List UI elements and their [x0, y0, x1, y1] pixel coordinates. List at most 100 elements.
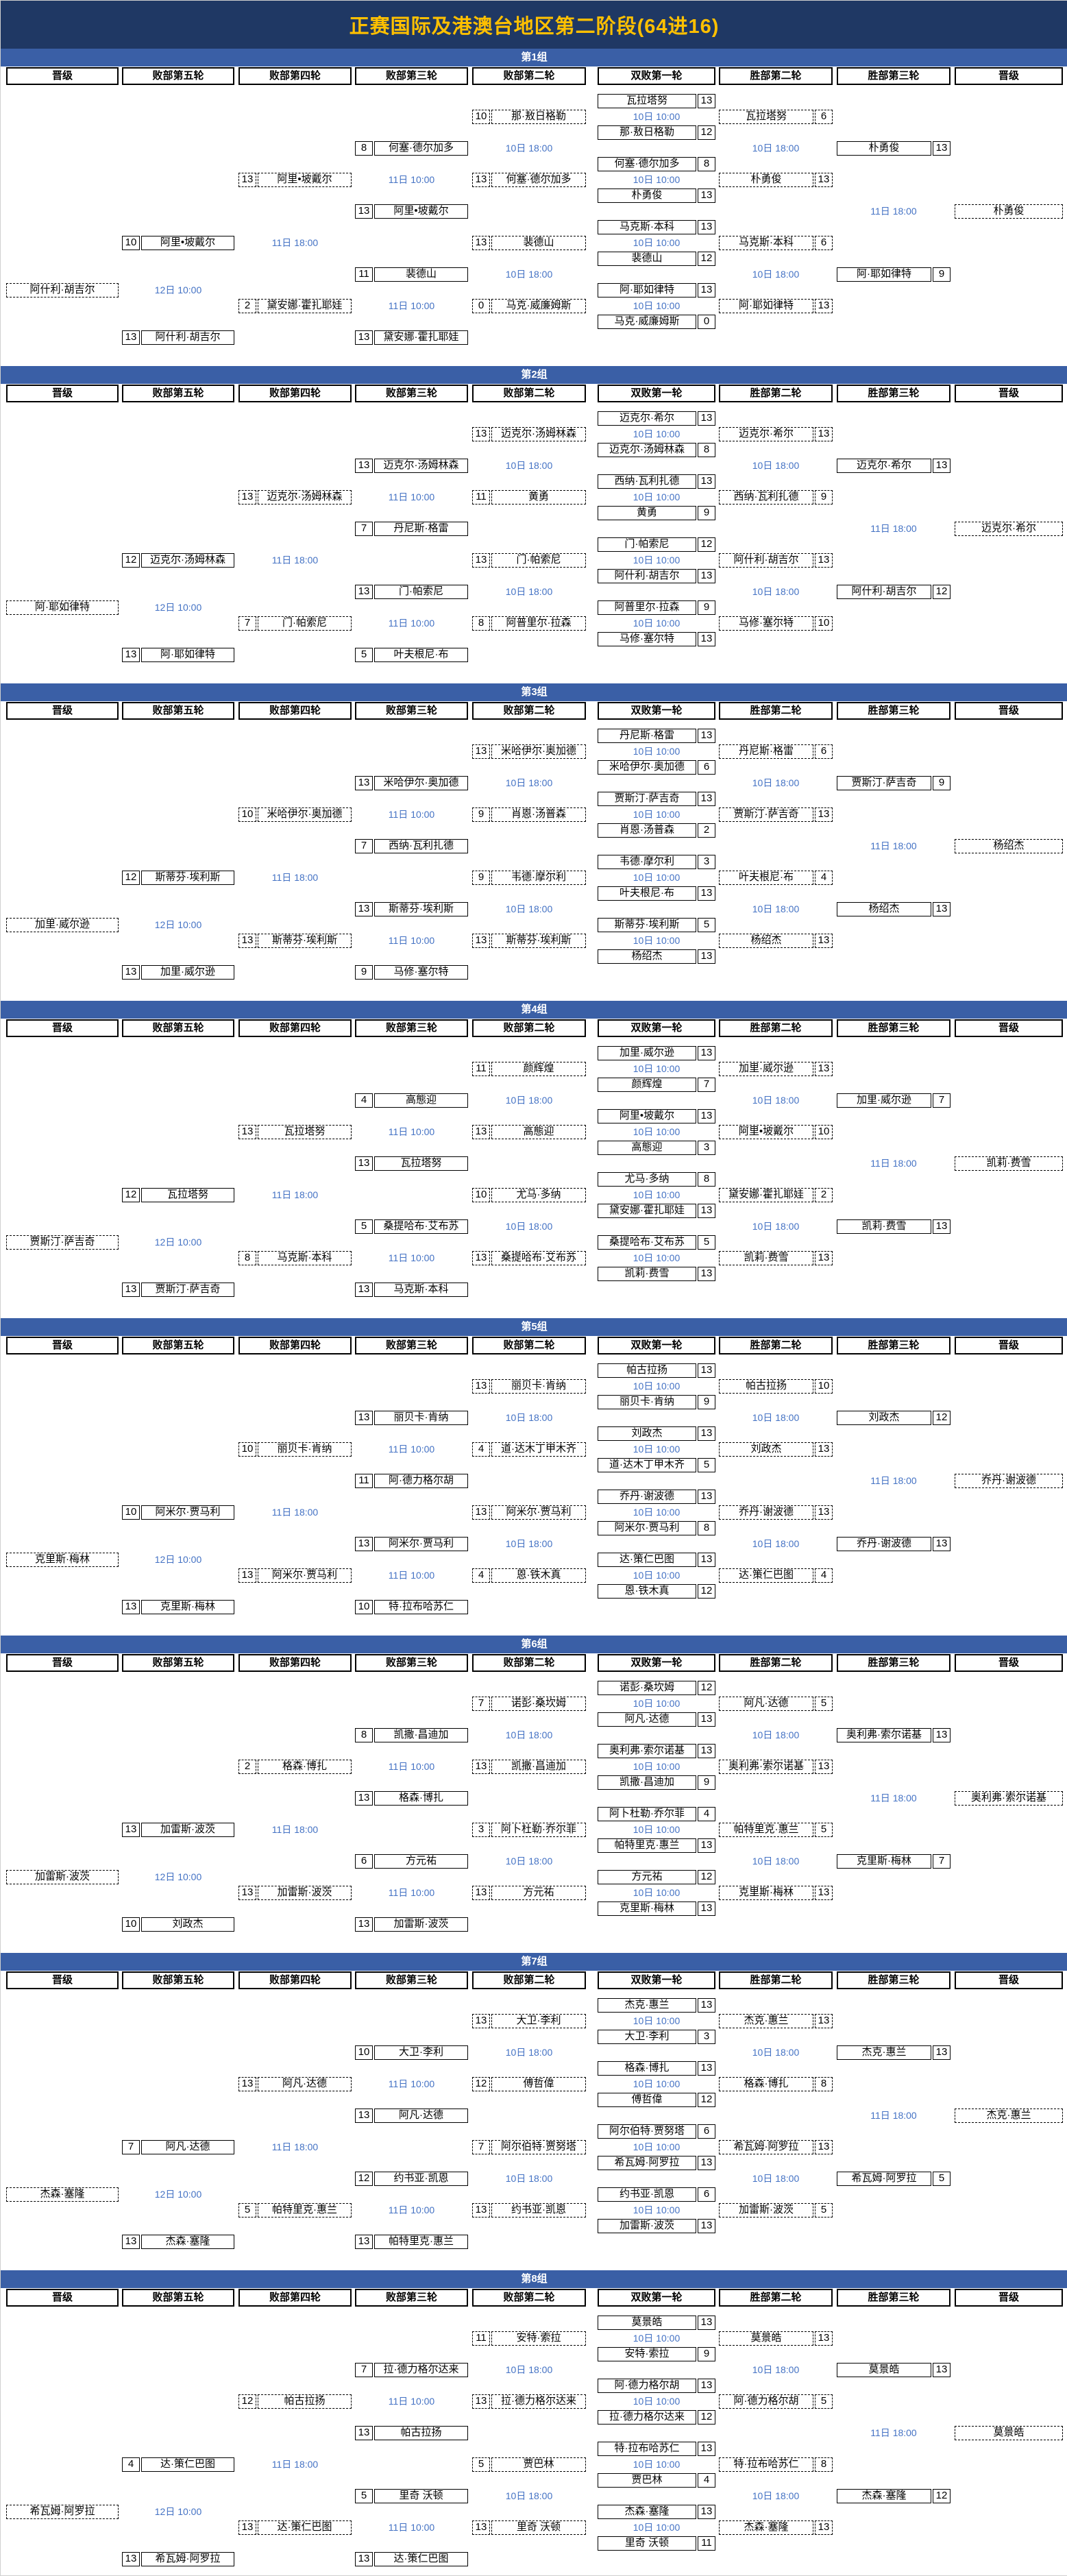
player-name-cell: 杨绍杰: [598, 949, 696, 964]
column-header: 败部第三轮: [355, 385, 468, 402]
column-header: 胜部第三轮: [837, 385, 951, 402]
player-name-cell: 贾巴林: [491, 2457, 586, 2472]
player-name-cell: 阿里•坡戴尔: [374, 204, 468, 219]
score-cell: 4: [698, 2473, 715, 2488]
score-cell: 13: [815, 1062, 833, 1076]
player-name-cell: 贾斯汀·萨吉奇: [598, 792, 696, 806]
score-cell: 5: [815, 1697, 833, 1711]
score-cell: 10: [815, 1379, 833, 1394]
score-cell: 12: [698, 1584, 715, 1599]
score-cell: 13: [472, 934, 490, 948]
player-name-cell: 里奇 沃顿: [598, 2536, 696, 2551]
match-time: 10日 10:00: [633, 746, 680, 757]
player-name-cell: 刘政杰: [598, 1426, 696, 1441]
score-cell: 13: [698, 1553, 715, 1567]
player-name-cell: 加雷斯·波茨: [258, 1886, 352, 1900]
column-header: 晋级: [955, 1971, 1063, 1989]
player-box: 5 桑提哈布·艾布苏: [355, 1219, 468, 1234]
match-time: 10日 18:00: [505, 1221, 553, 1232]
player-name-cell: 阿凡·达德: [374, 2109, 468, 2123]
player-name-cell: 奥利弗·索尔诺基: [955, 1791, 1063, 1806]
player-box: 叶夫根尼·布 4: [719, 871, 833, 885]
match-time: 10日 10:00: [633, 555, 680, 566]
player-name-cell: 颜辉煌: [491, 1062, 586, 1076]
player-name-cell: 加里·威尔逊: [141, 965, 234, 980]
player-box: 阿凡·达德 5: [719, 1697, 833, 1711]
score-cell: 13: [698, 1838, 715, 1853]
player-box: 刘政杰 12: [837, 1411, 951, 1425]
group-header: 第8组: [1, 2270, 1067, 2288]
player-box: 13 阿米尔·贾马利: [238, 1568, 352, 1583]
player-box: 韦德·摩尔利 3: [598, 855, 715, 869]
column-header: 败部第二轮: [472, 67, 586, 85]
player-name-cell: 加里·威尔逊: [6, 918, 119, 932]
match-time: 11日 18:00: [870, 1158, 917, 1169]
player-box: 希瓦姆·阿罗拉 13: [719, 2140, 833, 2154]
score-cell: 13: [355, 776, 373, 790]
match-time: 10日 10:00: [633, 1381, 680, 1392]
match-time: 10日 18:00: [752, 460, 800, 471]
column-header: 胜部第三轮: [837, 1971, 951, 1989]
score-cell: 13: [472, 1251, 490, 1265]
player-box: 7 阿凡·达德: [122, 2140, 234, 2154]
player-box: 13 阿·耶如律特: [122, 648, 234, 662]
player-box: 阿米尔·贾马利 8: [598, 1521, 715, 1535]
player-box: 13 桑提哈布·艾布苏: [472, 1251, 586, 1265]
score-cell: 5: [698, 918, 715, 932]
score-cell: 13: [698, 1046, 715, 1060]
player-name-cell: 大卫·李利: [491, 2014, 586, 2028]
match-time: 10日 10:00: [633, 300, 680, 311]
player-box: 7 诺彭·桑坎姆: [472, 1697, 586, 1711]
player-box: 13 丽贝卡·肯纳: [355, 1411, 468, 1425]
score-cell: 7: [355, 839, 373, 853]
column-header: 双败第一轮: [598, 1337, 715, 1354]
player-name-cell: 刘政杰: [837, 1411, 931, 1425]
match-time: 11日 10:00: [388, 2204, 435, 2215]
score-cell: 10: [122, 1505, 140, 1520]
player-box: 9 韦德·摩尔利: [472, 871, 586, 885]
score-cell: 8: [815, 2077, 833, 2091]
player-box: 13 瓦拉塔努: [238, 1125, 352, 1139]
column-header: 败部第二轮: [472, 1971, 586, 1989]
score-cell: 13: [355, 1791, 373, 1806]
player-box: 11 阿·德力格尔胡: [355, 1474, 468, 1488]
score-cell: 13: [472, 1760, 490, 1774]
match-time: 10日 18:00: [752, 2490, 800, 2501]
match-time: 10日 18:00: [752, 143, 800, 154]
qualifier-box: 加雷斯·波茨: [6, 1870, 119, 1884]
match-time: 12日 10:00: [154, 2506, 202, 2517]
score-cell: 13: [698, 729, 715, 743]
player-name-cell: 阿尔伯特·贾努塔: [598, 2124, 696, 2139]
player-name-cell: 希瓦姆·阿罗拉: [719, 2140, 813, 2154]
match-time: 12日 10:00: [154, 919, 202, 930]
score-cell: 13: [238, 490, 256, 505]
score-cell: 2: [698, 823, 715, 838]
player-name-cell: 迈克尔·希尔: [598, 411, 696, 426]
player-name-cell: 恩·铁木真: [598, 1584, 696, 1599]
column-header: 败部第二轮: [472, 1019, 586, 1037]
player-box: 7 西纳·瓦利扎德: [355, 839, 468, 853]
match-time: 11日 18:00: [870, 1793, 917, 1803]
score-cell: 9: [933, 267, 951, 282]
score-cell: 10: [472, 1188, 490, 1202]
player-box: 乔丹·谢波德 13: [598, 1490, 715, 1504]
match-time: 10日 18:00: [505, 2490, 553, 2501]
player-name-cell: 裴德山: [598, 252, 696, 266]
player-box: 黄勇 9: [598, 506, 715, 520]
column-header: 双败第一轮: [598, 1971, 715, 1989]
score-cell: 11: [355, 267, 373, 282]
player-box: 帕古拉扬 10: [719, 1379, 833, 1394]
match-time: 11日 18:00: [271, 1824, 319, 1835]
match-time: 10日 10:00: [633, 2078, 680, 2089]
match-time: 10日 10:00: [633, 1252, 680, 1263]
player-box: 门·帕索尼 12: [598, 537, 715, 552]
score-cell: 12: [698, 537, 715, 552]
player-name-cell: 迈克尔·希尔: [837, 459, 931, 473]
score-cell: 12: [472, 2077, 490, 2091]
column-header: 败部第四轮: [238, 2289, 352, 2307]
player-name-cell: 莫景皓: [955, 2426, 1063, 2440]
player-box: 2 格森·博扎: [238, 1760, 352, 1774]
player-box: 道·达木丁甲木齐 5: [598, 1458, 715, 1472]
player-box: 杰森·塞隆 13: [598, 2505, 715, 2519]
